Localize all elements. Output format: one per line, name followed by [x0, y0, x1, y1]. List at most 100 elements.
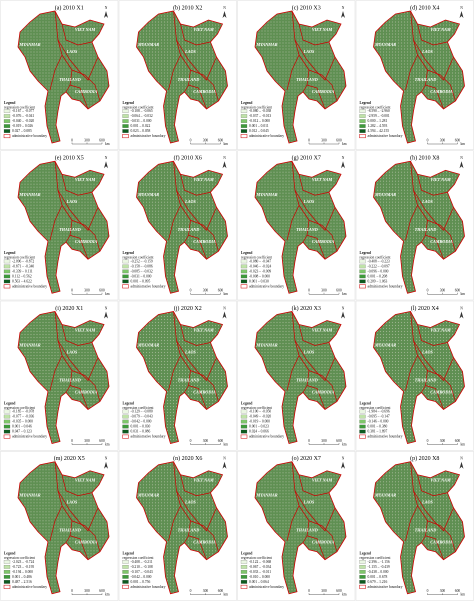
country-label: CAMBODIA	[75, 89, 98, 94]
legend-subtitle: regression coefficient	[4, 105, 35, 109]
panel-title: (i) 2020 X1	[55, 305, 83, 312]
legend-class: -0.079 – -0.043	[131, 415, 153, 419]
legend-swatch	[3, 575, 11, 579]
scale-label: 300	[321, 138, 327, 142]
legend-subtitle: regression coefficient	[241, 256, 272, 260]
legend-swatch	[3, 279, 11, 284]
map-panel: (b) 2010 X2 MYANMAR VIET NAM LAOS THAILAND CA…	[118, 0, 237, 150]
admin-boundary	[308, 219, 338, 252]
country-label: LAOS	[66, 349, 78, 354]
legend-subtitle: regression coefficient	[123, 256, 154, 260]
admin-boundary	[427, 520, 456, 552]
scale-unit: km	[342, 292, 347, 296]
scale-bar	[308, 443, 340, 445]
legend-swatch	[122, 575, 129, 579]
country-label: MYANMAR	[255, 342, 277, 347]
legend-class: -0.252 – -0.159	[131, 259, 153, 263]
admin-boundary	[61, 54, 73, 93]
admin-boundary	[71, 370, 101, 402]
legend-class: -0.077 – -0.036	[12, 415, 34, 419]
legend-swatch	[122, 109, 129, 113]
legend-class: -0.035 – 0.000	[12, 420, 33, 424]
north-arrow	[104, 311, 108, 319]
admin-boundary	[413, 490, 454, 532]
admin-boundary	[176, 190, 217, 231]
legend-class: -0.031 – 0.000	[131, 274, 152, 278]
scale-bar	[71, 142, 103, 145]
country-label: MYANMAR	[137, 493, 159, 498]
country-label: LAOS	[184, 500, 196, 505]
country-label: MYANMAR	[18, 493, 40, 498]
country-label: MYANMAR	[137, 42, 159, 47]
country-label: LAOS	[303, 199, 315, 204]
country-label: MYANMAR	[255, 192, 277, 197]
panel-title: (p) 2020 X8	[410, 455, 439, 462]
scale-label: 300	[440, 289, 446, 293]
legend-swatch	[240, 570, 248, 574]
country-label: CAMBODIA	[312, 540, 335, 545]
legend-class: -2.396 – -1.156	[368, 560, 390, 564]
country-label: THAILAND	[296, 77, 318, 82]
scale-label: 0	[427, 439, 429, 443]
legend-class: 0.012 – 0.045	[249, 129, 269, 133]
legend-swatch	[240, 114, 248, 118]
map-panel: (o) 2020 X7 MYANMAR VIET NAM LAOS THAILAND CA…	[237, 451, 356, 601]
legend-class: -0.871 – -0.340	[12, 264, 34, 268]
legend-swatch	[359, 575, 366, 579]
country-label: LAOS	[66, 49, 78, 54]
legend-swatch	[240, 424, 248, 429]
legend-subtitle: regression coefficient	[4, 256, 35, 260]
legend-class: -0.040 – -0.020	[12, 119, 34, 123]
country-label: THAILAND	[178, 77, 200, 82]
legend-swatch	[359, 119, 366, 123]
admin-boundary	[61, 174, 93, 196]
legend-swatch	[240, 119, 248, 123]
legend-title: Legend	[123, 251, 134, 255]
admin-boundary	[427, 370, 456, 402]
legend-swatch	[122, 129, 129, 133]
legend-class: 0.023 – 0.058	[131, 129, 151, 133]
legend-class: 0.000 – 1.281	[368, 119, 388, 123]
legend-swatch	[122, 424, 129, 429]
legend-swatch	[122, 414, 129, 419]
admin-boundary	[298, 505, 310, 543]
admin-boundary	[188, 535, 207, 560]
legend-swatch	[122, 274, 129, 279]
north-arrow	[341, 461, 345, 469]
legend-boundary: administrative boundary	[12, 585, 47, 589]
legend-boundary: administrative boundary	[368, 435, 403, 439]
country-label: THAILAND	[415, 377, 437, 382]
legend-swatch	[359, 134, 366, 139]
legend-class: -0.129 – -0.080	[131, 410, 153, 414]
north-arrow	[341, 161, 345, 169]
scale-label: 0	[308, 589, 310, 593]
scale-label: 0	[308, 289, 310, 293]
country-label: MYANMAR	[374, 493, 396, 498]
legend-swatch	[3, 264, 11, 269]
legend-swatch	[122, 419, 129, 424]
country-label: CAMBODIA	[193, 389, 216, 394]
admin-boundary	[180, 474, 211, 497]
legend-swatch	[3, 434, 11, 439]
scale-bar	[427, 443, 458, 445]
country-label: LAOS	[184, 199, 196, 204]
legend-class: 0.001 – 0.023	[249, 425, 269, 429]
admin-boundary	[306, 234, 326, 260]
country-label: LAOS	[303, 349, 315, 354]
legend-swatch	[359, 279, 366, 284]
admin-boundary	[71, 69, 101, 102]
legend-class: 0.001 – 0.486	[12, 575, 32, 579]
country-label: CAMBODIA	[312, 239, 335, 244]
legend-swatch	[359, 419, 366, 424]
country-label: CAMBODIA	[312, 89, 335, 94]
legend-swatch	[240, 580, 248, 584]
legend-subtitle: regression coefficient	[4, 556, 35, 560]
scale-label: 600	[455, 289, 461, 293]
north-label: N	[223, 306, 226, 310]
legend-swatch	[122, 259, 129, 264]
legend-swatch	[122, 284, 129, 289]
legend-swatch	[359, 580, 366, 584]
country-label: THAILAND	[59, 227, 81, 232]
legend-class: 0.001 – 0.064	[249, 580, 269, 584]
admin-boundary	[298, 205, 310, 243]
